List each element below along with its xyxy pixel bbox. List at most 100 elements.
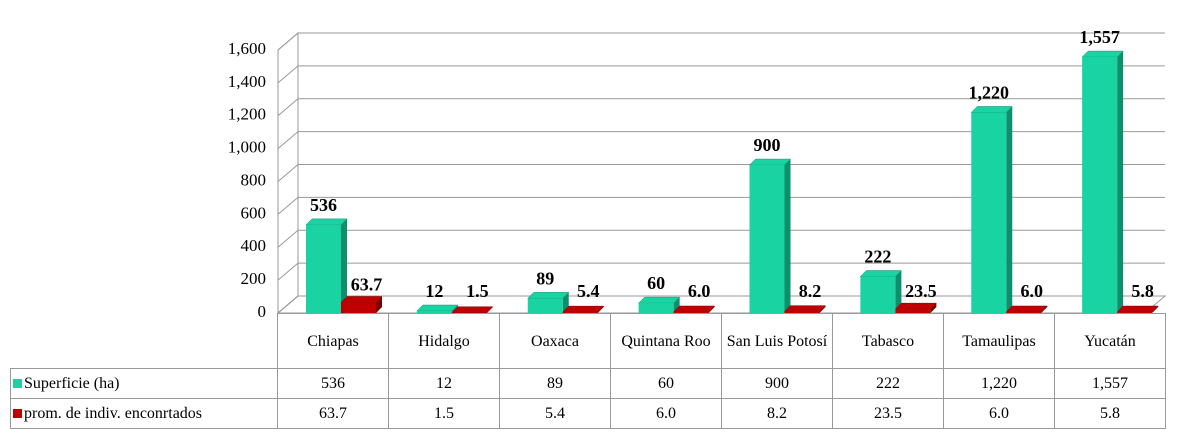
bar: [1006, 312, 1042, 313]
value-cell: 5.4: [499, 398, 611, 429]
value-label: 6.0: [1021, 281, 1044, 301]
value-cell: 89: [499, 368, 611, 399]
bar-side: [597, 306, 604, 313]
bar-side: [708, 306, 715, 313]
value-cell: 536: [277, 368, 389, 399]
bar-side: [895, 270, 902, 313]
category-cell: Tamaulipas: [943, 313, 1055, 369]
bar: [306, 224, 341, 313]
value-label: 536: [310, 195, 337, 215]
value-label: 5.8: [1131, 281, 1154, 301]
value-label: 222: [864, 247, 891, 267]
bar-side: [486, 306, 493, 313]
bar-top: [673, 305, 716, 313]
bar-side: [1006, 106, 1013, 314]
legend-label: prom. de indiv. enconrtados: [24, 404, 203, 422]
value-label: 12: [425, 281, 443, 301]
value-cell: 6.0: [943, 398, 1055, 429]
bar: [749, 165, 785, 313]
bar-top: [1005, 305, 1048, 313]
value-label: 900: [754, 135, 781, 155]
value-cell: 63.7: [277, 398, 389, 429]
bar-top: [305, 218, 348, 226]
value-cell: 8.2: [721, 398, 833, 429]
category-cell: San Luis Potosí: [721, 313, 833, 369]
bar-side: [784, 159, 791, 313]
value-label: 8.2: [799, 281, 822, 301]
bar-side: [1117, 51, 1124, 314]
grid-line: [277, 262, 1165, 281]
category-cell: Yucatán: [1054, 313, 1166, 369]
value-label: 1.5: [466, 281, 489, 301]
header-row: Chiapas Hidalgo Oaxaca Quintana Roo San Luis…: [10, 313, 1166, 369]
series-row: prom. de indiv. enconrtados 63.7 1.5 5.4 6.0…: [10, 398, 1166, 429]
bar-top: [416, 304, 459, 312]
data-table: Chiapas Hidalgo Oaxaca Quintana Roo San Luis…: [10, 313, 1166, 429]
bar-top: [638, 296, 681, 304]
value-label: 89: [536, 268, 554, 288]
bar-top: [748, 158, 792, 166]
bar-side: [930, 303, 937, 313]
y-tick-label: 400: [241, 236, 267, 255]
bar-top: [527, 292, 570, 299]
grid-line: [277, 229, 1165, 248]
bar-top: [340, 296, 383, 303]
value-label: 60: [647, 273, 665, 293]
value-cell: 5.8: [1054, 398, 1166, 429]
category-cell: Hidalgo: [388, 313, 500, 369]
blank-cell: [10, 313, 278, 369]
value-cell: 222: [832, 368, 944, 399]
category-cell: Chiapas: [277, 313, 389, 369]
category-cell: Oaxaca: [499, 313, 611, 369]
bar-top: [783, 305, 827, 312]
bar: [341, 302, 376, 313]
bar-side: [341, 218, 347, 313]
bar-side: [673, 297, 680, 313]
y-tick-label: 1,200: [228, 105, 266, 124]
value-label: 1,220: [969, 82, 1010, 102]
bar-top: [859, 270, 902, 277]
legend-label: Superficie (ha): [24, 374, 120, 392]
value-cell: 1.5: [388, 398, 500, 429]
value-cell: 900: [721, 368, 833, 399]
y-tick-label: 1,000: [228, 138, 266, 157]
bar-side: [376, 296, 382, 313]
bar: [527, 298, 563, 313]
series-row: Superficie (ha) 536 12 89 60 900 222 1,220 1,557: [10, 368, 1166, 399]
value-cell: 1,220: [943, 368, 1055, 399]
y-tick-label: 600: [241, 203, 267, 222]
value-cell: 23.5: [832, 398, 944, 429]
grid-line: [277, 32, 1165, 51]
value-label: 23.5: [905, 281, 937, 301]
grid-line: [277, 164, 1165, 182]
value-cell: 12: [388, 368, 500, 399]
value-cell: 60: [610, 368, 722, 399]
y-tick-label: 1,400: [228, 72, 266, 91]
bar-top: [451, 306, 494, 314]
bar-top: [1116, 305, 1159, 313]
y-tick-label: 0: [258, 302, 267, 321]
value-cell: 1,557: [1054, 368, 1166, 399]
bar-side: [819, 305, 826, 313]
bar: [1082, 57, 1118, 313]
bar: [784, 311, 820, 313]
category-cell: Tabasco: [832, 313, 944, 369]
bar: [860, 276, 896, 313]
value-label: 1,557: [1079, 27, 1120, 47]
legend-swatch: [13, 378, 22, 388]
category-cell: Quintana Roo: [610, 313, 722, 369]
bar: [638, 303, 674, 313]
bar: [416, 311, 452, 313]
value-label: 6.0: [688, 281, 711, 301]
y-tick-label: 200: [241, 269, 267, 288]
bar-top: [1081, 50, 1124, 58]
bar-side: [1041, 306, 1048, 313]
bar-top: [562, 305, 605, 313]
value-label: 5.4: [577, 281, 600, 301]
bar-top: [894, 302, 937, 310]
value-cell: 6.0: [610, 398, 722, 429]
bar: [895, 309, 931, 313]
legend-swatch: [13, 408, 22, 418]
bar: [673, 312, 709, 313]
